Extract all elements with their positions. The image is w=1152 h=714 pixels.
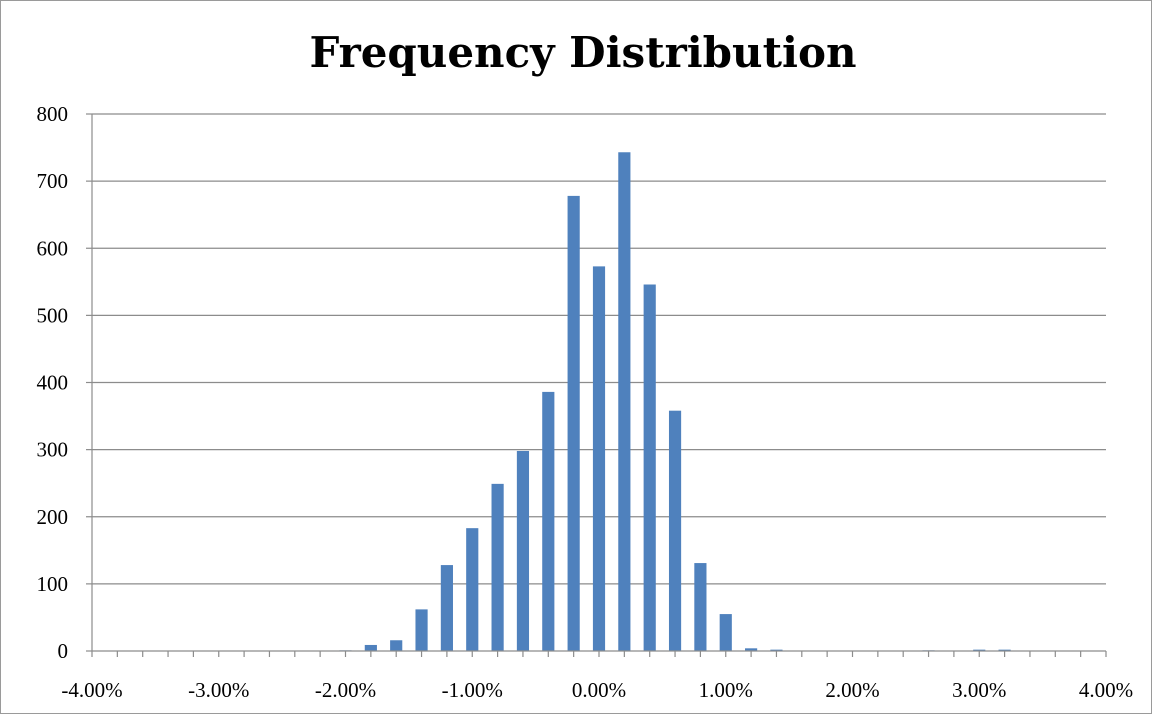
bars [339,152,1011,652]
bar [618,152,631,652]
bar [770,649,783,651]
axes [86,113,1107,657]
x-tick-label: 1.00% [699,678,753,702]
tick-labels: 0 100 200 300 400 500 600 700 800 -4.00% -3.00% -2.… [37,102,1134,702]
bar [592,266,606,651]
bar [466,528,479,651]
bar [491,483,504,651]
y-tick-label: 400 [37,371,69,395]
bar [643,284,656,651]
y-tick-label: 200 [37,505,69,529]
x-tick-label: 0.00% [572,678,626,702]
y-tick-label: 500 [37,303,69,327]
bar [542,391,555,651]
bar [998,649,1011,651]
bar [694,563,707,651]
y-tick-label: 300 [37,438,69,462]
y-tick-label: 700 [37,169,69,193]
x-tick-label: 2.00% [825,678,879,702]
x-tick-label: 3.00% [952,678,1006,702]
y-tick-label: 600 [37,236,69,260]
y-tick-label: 100 [37,572,69,596]
bar [364,644,377,651]
bar [440,565,453,651]
chart-title: Frequency Distribution [309,28,857,77]
x-tick-label: -2.00% [315,678,376,702]
x-tick-label: -4.00% [61,678,122,702]
x-tick-label: -3.00% [188,678,249,702]
bar [415,609,428,651]
bar [719,614,732,651]
y-tick-label: 0 [58,639,69,663]
bar [390,640,403,651]
bar [567,195,580,651]
x-tick-label: -1.00% [442,678,503,702]
y-tick-label: 800 [37,102,69,126]
bar [516,450,530,651]
bar [745,648,758,651]
bar [973,649,986,651]
bar [668,410,682,651]
x-tick-label: 4.00% [1079,678,1133,702]
